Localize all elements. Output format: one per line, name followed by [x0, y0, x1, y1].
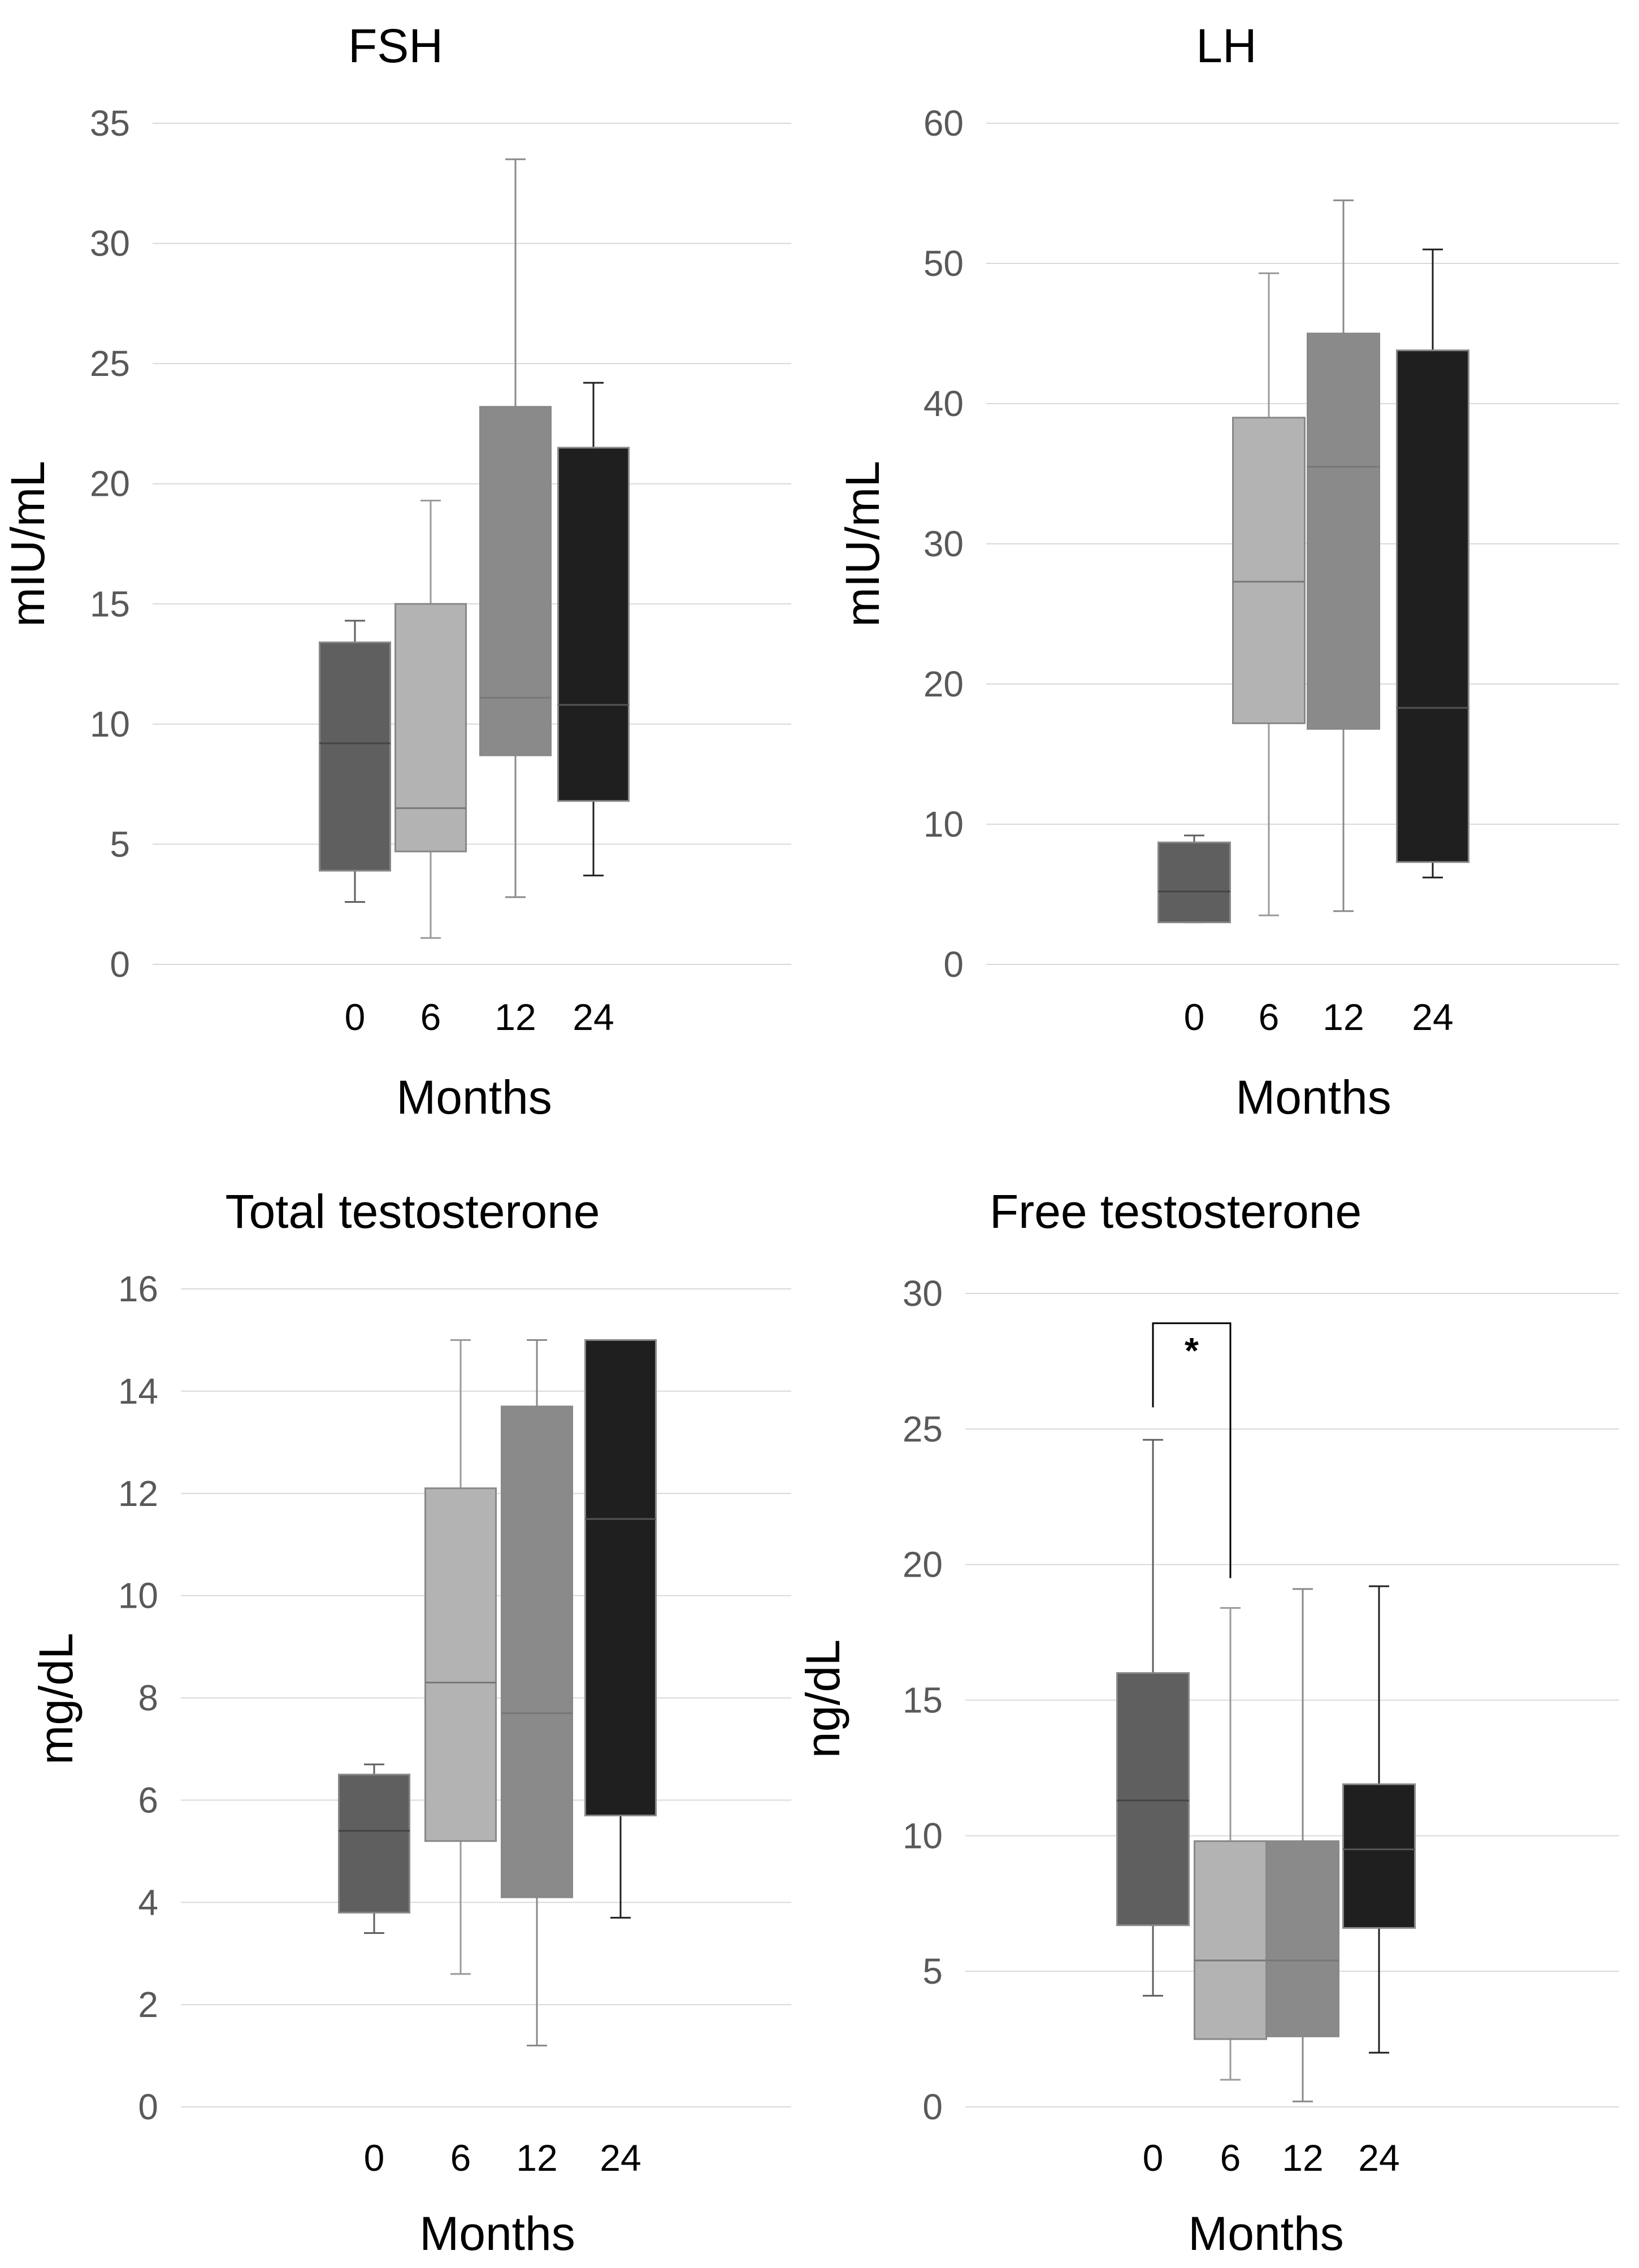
y-tick-label: 35 — [90, 103, 130, 144]
box-iqr — [1307, 332, 1380, 730]
x-tick-label: 12 — [1323, 996, 1364, 1038]
x-tick-label: 24 — [600, 2137, 641, 2179]
box-iqr — [557, 447, 630, 802]
y-tick-label: 60 — [923, 103, 964, 144]
y-tick-label: 6 — [138, 1780, 158, 1820]
x-tick-label: 24 — [1358, 2137, 1399, 2179]
box-24 — [1396, 248, 1469, 878]
y-tick-label: 50 — [923, 243, 964, 284]
box-iqr — [1266, 1840, 1339, 2037]
x-tick-label: 0 — [364, 2137, 385, 2179]
y-tick-label: 30 — [903, 1273, 943, 1314]
box-iqr — [1396, 349, 1469, 863]
x-tick-label: 12 — [495, 996, 536, 1038]
x-tick-label: 24 — [573, 996, 614, 1038]
box-0 — [1157, 834, 1231, 924]
box-iqr — [1116, 1672, 1190, 1927]
y-tick-label: 2 — [138, 1984, 158, 2025]
box-6 — [394, 499, 467, 939]
box-iqr — [1342, 1783, 1416, 1929]
x-axis-label: Months — [1235, 1071, 1391, 1124]
y-tick-label: 15 — [90, 583, 130, 624]
box-iqr — [501, 1405, 573, 1898]
box-12 — [479, 158, 552, 898]
y-tick-label: 20 — [90, 464, 130, 504]
x-tick-label: 0 — [1184, 996, 1205, 1038]
box-iqr — [319, 641, 391, 872]
y-tick-label: 10 — [118, 1576, 158, 1616]
x-tick-label: 6 — [1259, 996, 1280, 1038]
y-tick-label: 20 — [923, 664, 964, 704]
y-tick-label: 10 — [903, 1815, 943, 1856]
y-axis-label: ng/dL — [796, 1639, 849, 1758]
box-0 — [338, 1763, 410, 1934]
y-axis-label: mIU/mL — [1, 461, 54, 627]
x-axis-label: Months — [396, 1071, 552, 1124]
y-tick-label: 8 — [138, 1678, 158, 1719]
chart-title: Total testosterone — [225, 1185, 600, 1238]
y-tick-label: 0 — [922, 2087, 943, 2127]
chart-title: LH — [1196, 19, 1256, 72]
y-tick-label: 5 — [922, 1951, 943, 1992]
box-iqr — [1194, 1840, 1267, 2040]
y-tick-label: 0 — [110, 944, 130, 985]
box-24 — [584, 1339, 657, 1919]
y-tick-label: 25 — [90, 343, 130, 384]
y-tick-label: 10 — [90, 704, 130, 745]
x-tick-label: 6 — [1220, 2137, 1241, 2179]
y-tick-label: 40 — [923, 383, 964, 424]
box-0 — [1116, 1439, 1190, 1997]
box-iqr — [394, 603, 467, 852]
y-tick-label: 0 — [138, 2087, 158, 2127]
x-tick-label: 12 — [516, 2137, 557, 2179]
chart-fsh: FSH 0 5 10 15 20 25 30 35 mIU/mL 0 6 12 24 Months — [1, 19, 791, 1124]
x-axis-label: Months — [1188, 2207, 1343, 2260]
box-6 — [1194, 1607, 1267, 2081]
x-axis-label: Months — [419, 2207, 575, 2260]
box-12 — [1266, 1588, 1339, 2102]
y-tick-label: 4 — [138, 1882, 158, 1923]
significance-marker: * — [1185, 1330, 1199, 1371]
box-iqr — [1232, 417, 1306, 724]
x-tick-label: 6 — [420, 996, 441, 1038]
y-tick-label: 10 — [923, 804, 964, 845]
y-tick-label: 0 — [943, 944, 964, 985]
y-tick-label: 14 — [118, 1371, 158, 1412]
box-iqr — [479, 406, 552, 756]
box-12 — [1307, 199, 1380, 912]
box-iqr — [424, 1487, 497, 1842]
y-tick-label: 5 — [110, 824, 130, 864]
box-iqr — [584, 1339, 657, 1817]
x-tick-label: 12 — [1282, 2137, 1323, 2179]
box-12 — [501, 1339, 573, 2046]
significance-bracket — [1152, 1322, 1232, 1578]
box-6 — [424, 1339, 497, 1975]
y-tick-label: 15 — [903, 1680, 943, 1721]
y-tick-label: 30 — [90, 223, 130, 264]
x-tick-label: 0 — [1143, 2137, 1164, 2179]
y-tick-label: 30 — [923, 523, 964, 564]
box-iqr — [1157, 841, 1231, 924]
chart-lh: LH 0 10 20 30 40 50 60 mIU/mL 0 6 12 24 Months — [836, 19, 1619, 1124]
y-tick-label: 25 — [903, 1409, 943, 1449]
box-0 — [319, 620, 391, 903]
y-tick-label: 16 — [118, 1269, 158, 1309]
y-axis-label: mIU/mL — [836, 461, 889, 627]
x-tick-label: 6 — [450, 2137, 471, 2179]
box-iqr — [338, 1773, 410, 1914]
chart-free-testosterone: Free testosterone 0 5 10 15 20 25 30 ng/dL 0 6 12 24… — [796, 1185, 1619, 2260]
box-6 — [1232, 272, 1306, 916]
x-tick-label: 0 — [345, 996, 366, 1038]
y-tick-label: 20 — [903, 1544, 943, 1585]
y-tick-label: 12 — [118, 1473, 158, 1514]
box-24 — [1342, 1585, 1416, 2054]
chart-title: FSH — [348, 19, 443, 72]
chart-title: Free testosterone — [990, 1185, 1362, 1238]
y-axis-label: mg/dL — [29, 1633, 83, 1764]
x-tick-label: 24 — [1412, 996, 1453, 1038]
box-24 — [557, 382, 630, 877]
